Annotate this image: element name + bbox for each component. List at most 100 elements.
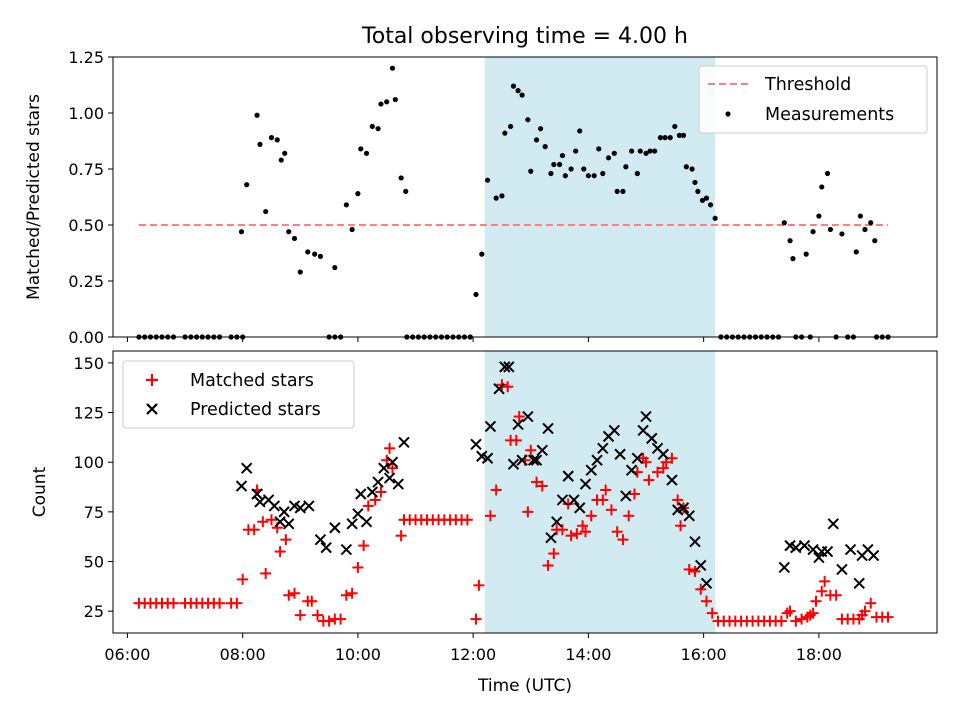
matched-star-point (882, 611, 894, 623)
predicted-star-point (470, 438, 482, 451)
matched-star-point (859, 605, 871, 617)
measurement-point (559, 152, 566, 159)
measurement-point (787, 238, 793, 244)
matched-star-point (237, 573, 249, 585)
predicted-star-point (631, 452, 644, 464)
top-x-axis (126, 337, 820, 342)
predicted-star-point (320, 541, 332, 554)
predicted-star-point (274, 516, 286, 528)
measurement-point (647, 148, 653, 154)
matched-star-point (548, 548, 560, 560)
measurement-point (676, 132, 683, 138)
measurement-point (263, 208, 269, 215)
matched-star-point (585, 510, 597, 522)
predicted-star-point (522, 410, 534, 423)
measurement-point (839, 231, 845, 237)
bottom-y-axis-label: Count (30, 466, 50, 517)
measurement-point (634, 170, 640, 177)
measurement-point (562, 173, 568, 179)
measurement-point (662, 135, 668, 141)
measurement-point (643, 150, 649, 156)
matched-star-point (536, 480, 548, 492)
matched-star-point (340, 589, 352, 601)
legend-matched-label: Matched stars (190, 371, 314, 391)
matched-star-point (600, 484, 612, 496)
measurement-point (581, 166, 587, 172)
measurement-point (507, 123, 514, 130)
legend-predicted-label: Predicted stars (190, 400, 321, 420)
measurement-point (349, 226, 355, 233)
measurement-point (585, 173, 591, 179)
matched-star-point (807, 607, 819, 619)
measurement-point (278, 157, 284, 163)
measurement-point (652, 148, 658, 154)
y-tick-label: 0.00 (68, 328, 104, 347)
measurement-point (781, 220, 787, 226)
measurement-point (542, 144, 548, 150)
matched-star-point (274, 546, 286, 558)
measurement-point (238, 229, 245, 235)
matched-star-point (597, 494, 609, 506)
measurement-point (363, 150, 370, 156)
measurement-point (672, 123, 678, 130)
measurement-point (257, 141, 263, 147)
predicted-star-point (481, 452, 494, 464)
measurement-point (533, 137, 540, 143)
predicted-star-point (278, 506, 290, 518)
predicted-star-point (689, 535, 701, 548)
predicted-star-point (683, 510, 695, 522)
matched-star-point (384, 442, 396, 454)
measurement-point (680, 132, 687, 138)
measurement-point (499, 193, 505, 199)
measurement-point (355, 191, 361, 197)
measurement-point (312, 251, 318, 257)
matched-star-point (571, 528, 583, 540)
matched-star-point (525, 444, 537, 456)
predicted-star-point (545, 531, 557, 544)
predicted-star-point (314, 533, 327, 546)
measurement-point (695, 188, 701, 194)
matched-star-point (214, 597, 226, 609)
measurement-point (479, 251, 485, 257)
predicted-star-point (813, 551, 825, 564)
predicted-star-point (530, 454, 543, 466)
predicted-star-point (556, 494, 569, 506)
matched-star-point (562, 498, 574, 510)
predicted-star-point (383, 472, 396, 484)
predicted-star-point (562, 470, 574, 482)
x-tick-label: 12:00 (450, 645, 496, 664)
matched-star-point (617, 534, 629, 546)
matched-star-point (611, 526, 623, 538)
matched-star-point (289, 587, 301, 599)
predicted-star-point (329, 522, 341, 534)
bottom-x-axis: 06:00 08:00 10:00 12:00 14:00 16:00 18:00 (104, 633, 842, 664)
predicted-star-point (597, 442, 609, 455)
matched-star-point (484, 510, 496, 522)
y-tick-label: 0.75 (68, 160, 104, 179)
matched-star-point (352, 561, 364, 573)
measurement-point (868, 220, 874, 226)
matched-star-point (672, 494, 684, 506)
measurement-point (384, 99, 390, 105)
matched-star-point (513, 411, 525, 423)
matched-star-point (312, 609, 324, 621)
matched-star-point (865, 597, 877, 609)
x-tick-label: 10:00 (335, 645, 381, 664)
top-highlight-span (484, 57, 716, 337)
y-tick-label: 1.00 (68, 104, 104, 123)
matched-star-point (623, 510, 635, 522)
matched-star-point (257, 516, 269, 528)
measurement-point (282, 150, 288, 156)
predicted-star-point (398, 436, 410, 449)
predicted-star-point (527, 454, 540, 466)
measurement-point (519, 92, 525, 98)
measurement-point (254, 112, 260, 118)
top-plot-frame (112, 56, 938, 338)
measurement-point (528, 168, 534, 174)
matched-star-point (260, 567, 272, 579)
predicted-star-point (646, 432, 658, 445)
measurement-point (827, 226, 833, 233)
predicted-star-point (853, 577, 865, 590)
measurement-point (623, 164, 629, 170)
chart-title: Total observing time = 4.00 h (361, 24, 688, 49)
